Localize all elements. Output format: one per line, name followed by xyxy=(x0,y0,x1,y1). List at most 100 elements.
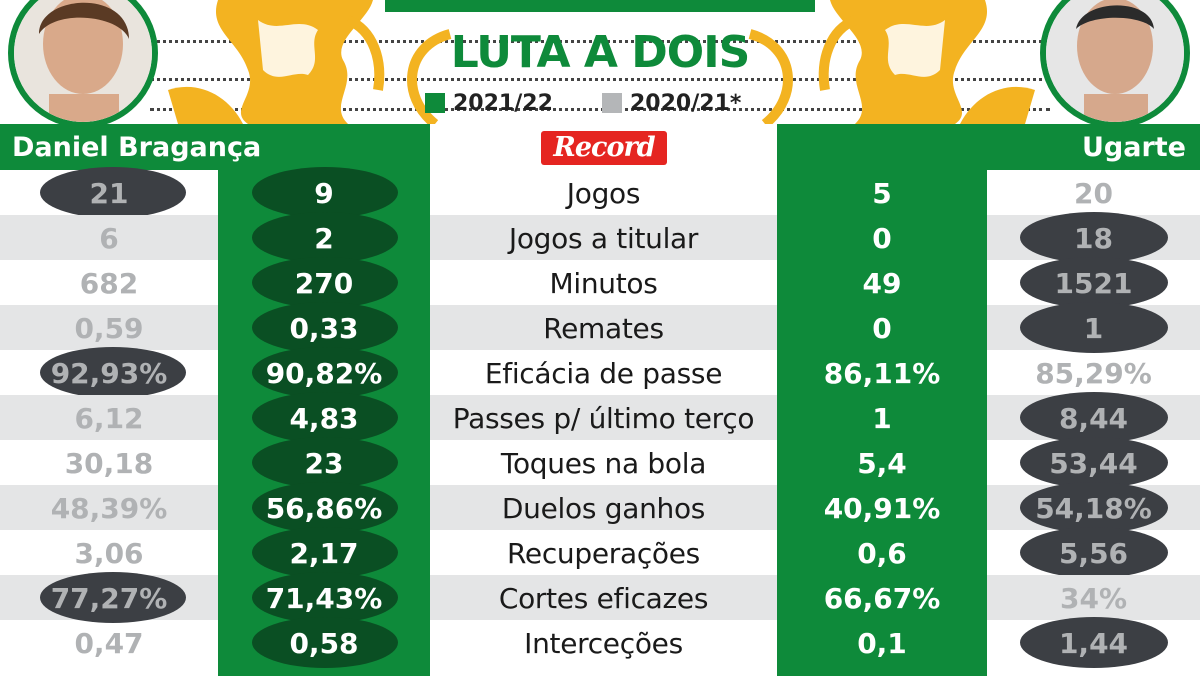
player-photo-left xyxy=(8,0,158,128)
stat-label: Eficácia de passe xyxy=(484,357,723,390)
stat-row: 48,39% 56,86% Duelos ganhos 40,91% 54,18% xyxy=(0,482,1200,533)
stat-label: Remates xyxy=(543,312,664,345)
left-curr-value: 2 xyxy=(314,222,334,255)
stat-label: Recuperações xyxy=(507,537,700,570)
right-curr-value: 66,67% xyxy=(823,582,941,615)
highlight-oval xyxy=(252,347,398,398)
highlight-oval xyxy=(40,572,186,623)
highlight-oval xyxy=(252,617,398,668)
page-title: LUTA A DOIS xyxy=(450,27,751,78)
left-curr-value: 23 xyxy=(304,447,344,480)
stat-row: 21 9 Jogos 5 20 xyxy=(0,167,1200,218)
right-prev-value: 54,18% xyxy=(1035,492,1152,525)
highlight-oval xyxy=(40,347,186,398)
right-prev-value: 1 xyxy=(1083,312,1104,345)
dotted-divider xyxy=(150,40,1050,43)
highlight-oval xyxy=(252,572,398,623)
right-prev-value: 85,29% xyxy=(1035,357,1152,390)
dotted-divider xyxy=(150,78,1050,81)
highlight-oval xyxy=(252,482,398,533)
left-prev-value: 92,93% xyxy=(50,357,168,390)
row-stripe xyxy=(430,395,777,440)
lion-crest-left-icon xyxy=(168,0,385,124)
left-prev-value: 682 xyxy=(79,267,139,300)
highlight-oval xyxy=(252,437,398,488)
right-curr-value: 0,1 xyxy=(857,627,907,660)
right-prev-value: 8,44 xyxy=(1058,402,1129,435)
stat-label: Passes p/ último terço xyxy=(452,402,755,435)
right-curr-value: 1 xyxy=(872,402,892,435)
row-stripe xyxy=(430,575,777,620)
stat-label: Toques na bola xyxy=(500,447,707,480)
legend-item-current: 2021/22 xyxy=(425,88,553,118)
row-stripe xyxy=(0,305,218,350)
dotted-divider xyxy=(150,108,1050,111)
left-prev-value: 6,12 xyxy=(74,402,144,435)
right-curr-value: 5 xyxy=(872,177,892,210)
right-prev-value: 1521 xyxy=(1054,267,1133,300)
stat-row: 0,59 0,33 Remates 0 1 xyxy=(0,302,1200,353)
left-curr-value: 270 xyxy=(294,267,354,300)
right-prev-value: 5,56 xyxy=(1058,537,1129,570)
stats-table: 21 9 Jogos 5 20 6 2 Jogos a titular 0 18 682 270 Min… xyxy=(0,167,1200,676)
stat-row: 77,27% 71,43% Cortes eficazes 66,67% 34% xyxy=(0,572,1200,623)
stat-row: 6 2 Jogos a titular 0 18 xyxy=(0,212,1200,263)
highlight-oval xyxy=(252,392,398,443)
highlight-oval xyxy=(1020,437,1168,488)
stat-label: Jogos a titular xyxy=(508,222,699,255)
stat-label: Interceções xyxy=(524,627,683,660)
player-name-left-text: Daniel Bragança xyxy=(12,132,262,163)
player-name-left: Daniel Bragança xyxy=(0,124,430,170)
left-prev-value: 6 xyxy=(99,222,119,255)
top-green-bar xyxy=(385,0,815,12)
left-curr-value: 0,58 xyxy=(289,627,359,660)
highlight-oval xyxy=(1020,617,1168,668)
header: LUTA A DOIS 2021/22 2020/21* xyxy=(0,0,1200,128)
legend-swatch-previous xyxy=(602,93,622,113)
player-names-row: Daniel Bragança Ugarte xyxy=(0,124,1200,170)
right-prev-value: 20 xyxy=(1074,177,1113,210)
left-curr-value: 90,82% xyxy=(265,357,383,390)
highlight-oval xyxy=(1020,392,1168,443)
right-curr-value: 0 xyxy=(872,312,892,345)
highlight-oval xyxy=(252,212,398,263)
player-photo-right xyxy=(1040,0,1190,128)
left-prev-value: 21 xyxy=(89,177,129,210)
stat-row: 6,12 4,83 Passes p/ último terço 1 8,44 xyxy=(0,392,1200,443)
left-curr-value: 2,17 xyxy=(289,537,359,570)
highlight-oval xyxy=(1020,212,1168,263)
stat-label: Jogos xyxy=(566,177,641,210)
right-prev-value: 53,44 xyxy=(1049,447,1138,480)
legend-label-previous: 2020/21* xyxy=(630,90,742,116)
row-stripe xyxy=(430,305,777,350)
left-prev-value: 0,59 xyxy=(74,312,144,345)
highlight-oval xyxy=(40,167,186,218)
right-curr-value: 0 xyxy=(872,222,892,255)
stat-label: Duelos ganhos xyxy=(501,492,706,525)
right-curr-value: 5,4 xyxy=(857,447,907,480)
record-logo: Record xyxy=(541,131,667,165)
row-stripe xyxy=(0,485,218,530)
left-prev-value: 3,06 xyxy=(74,537,144,570)
left-curr-value: 4,83 xyxy=(289,402,359,435)
stat-row: 0,47 0,58 Interceções 0,1 1,44 xyxy=(0,617,1200,668)
right-prev-value: 18 xyxy=(1074,222,1113,255)
player-name-right-text: Ugarte xyxy=(1081,132,1186,163)
left-curr-value: 0,33 xyxy=(289,312,359,345)
row-stripe xyxy=(0,215,218,260)
right-curr-value: 49 xyxy=(862,267,902,300)
right-prev-value: 34% xyxy=(1059,582,1128,615)
legend-label-current: 2021/22 xyxy=(453,90,553,116)
player-name-right: Ugarte xyxy=(777,124,1200,170)
highlight-oval xyxy=(252,167,398,218)
title-ornament-icon xyxy=(407,29,793,124)
stat-label: Cortes eficazes xyxy=(498,582,709,615)
stat-row: 682 270 Minutos 49 1521 xyxy=(0,257,1200,308)
highlight-oval xyxy=(1020,302,1168,353)
right-curr-value: 40,91% xyxy=(823,492,941,525)
left-curr-value: 56,86% xyxy=(265,492,383,525)
stat-label: Minutos xyxy=(549,267,658,300)
right-curr-column xyxy=(777,170,987,676)
left-prev-value: 30,18 xyxy=(64,447,154,480)
highlight-oval xyxy=(252,527,398,578)
